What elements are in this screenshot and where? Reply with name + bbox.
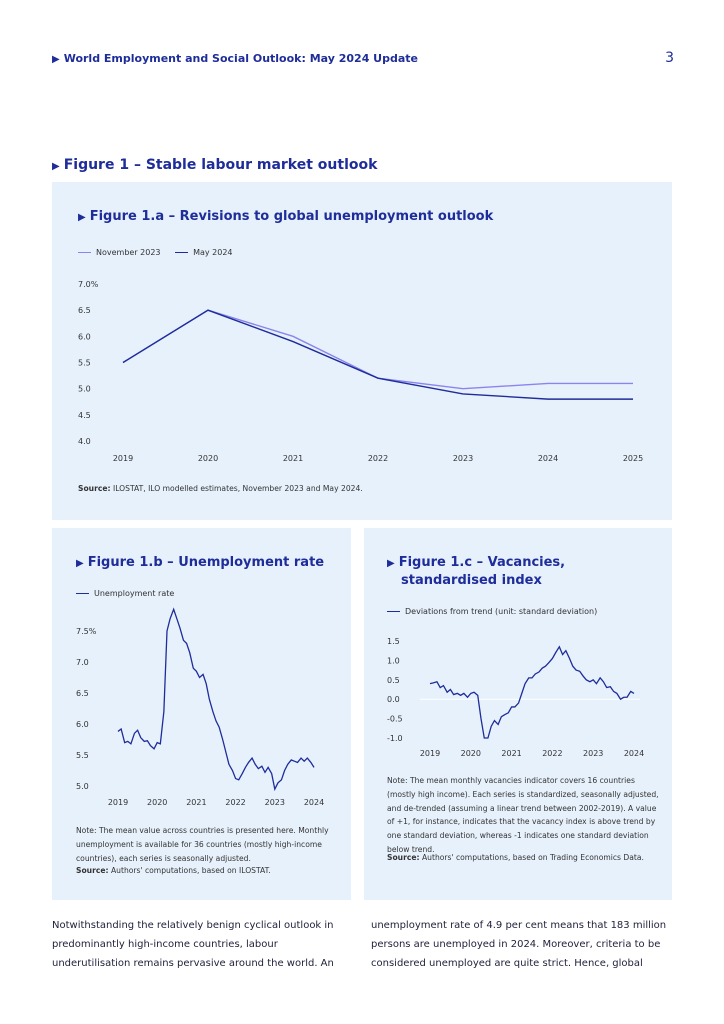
source-text: Authors' computations, based on Trading … [421, 853, 644, 862]
arrow-icon: ▶ [52, 161, 60, 172]
x-tick-label: 2024 [538, 454, 558, 463]
x-tick-label: 2019 [108, 798, 128, 807]
x-tick-label: 2023 [583, 749, 603, 758]
figure-1c-source: Source: Authors' computations, based on … [387, 851, 665, 865]
series-line [117, 607, 315, 792]
source-label: Source: [76, 866, 109, 875]
body-column-1: Notwithstanding the relatively benign cy… [52, 916, 352, 973]
figure-1c-title: ▶ Figure 1.c – Vacancies, [387, 555, 565, 570]
y-tick-label: 5.5 [78, 359, 91, 368]
legend-label: Deviations from trend (unit: standard de… [405, 607, 598, 616]
figure-1c-note: Note: The mean monthly vacancies indicat… [387, 776, 659, 854]
body-line: Notwithstanding the relatively benign cy… [52, 920, 334, 931]
figure-1a-source: Source: ILOSTAT, ILO modelled estimates,… [78, 482, 363, 496]
legend-label: November 2023 [96, 248, 161, 257]
source-text: Authors' computations, based on ILOSTAT. [110, 866, 271, 875]
y-tick-label: 4.5 [78, 411, 91, 420]
x-tick-label: 2020 [198, 454, 218, 463]
y-tick-label: 7.5% [76, 627, 97, 636]
series-line [429, 645, 635, 739]
arrow-icon: ▶ [78, 212, 86, 223]
y-tick-label: 1.0 [387, 656, 400, 665]
running-header-text: World Employment and Social Outlook: May… [63, 52, 419, 65]
x-tick-label: 2020 [461, 749, 481, 758]
x-tick-label: 2021 [283, 454, 303, 463]
source-label: Source: [78, 484, 111, 493]
y-tick-label: 7.0% [78, 280, 99, 289]
figure-1b-source: Source: Authors' computations, based on … [76, 864, 338, 878]
y-tick-label: 6.5 [76, 689, 89, 698]
figure-1c-title-line1: Figure 1.c – Vacancies, [398, 555, 566, 570]
x-tick-label: 2021 [501, 749, 521, 758]
x-tick-label: 2023 [453, 454, 473, 463]
body-line: unemployment rate of 4.9 per cent means … [371, 920, 667, 931]
series-line [122, 309, 633, 400]
x-tick-label: 2020 [147, 798, 167, 807]
figure-title-text: Figure 1 – Stable labour market outlook [63, 157, 378, 173]
y-tick-label: -0.5 [387, 715, 403, 724]
figure-1a-title-text: Figure 1.a – Revisions to global unemplo… [89, 209, 494, 224]
figure-title: ▶ Figure 1 – Stable labour market outlook [52, 157, 377, 173]
y-tick-label: 6.5 [78, 306, 91, 315]
legend-item-nov-2023: November 2023 [78, 248, 161, 257]
y-tick-label: 1.5 [387, 637, 400, 646]
x-tick-label: 2024 [624, 749, 644, 758]
x-tick-label: 2021 [186, 798, 206, 807]
y-tick-label: 6.0 [78, 332, 91, 341]
y-tick-label: -1.0 [387, 734, 403, 743]
figure-1b-title: ▶ Figure 1.b – Unemployment rate [76, 555, 324, 570]
figure-1b-note: Note: The mean value across countries is… [76, 826, 329, 863]
figure-1b-title-text: Figure 1.b – Unemployment rate [87, 555, 325, 570]
figure-1c-panel [364, 528, 672, 900]
body-line: underutilisation remains pervasive aroun… [52, 958, 334, 969]
y-tick-label: 6.0 [76, 720, 89, 729]
y-tick-label: 0.5 [387, 676, 400, 685]
y-tick-label: 4.0 [78, 437, 91, 446]
legend-swatch [175, 252, 189, 253]
figure-1a-title: ▶ Figure 1.a – Revisions to global unempl… [78, 209, 493, 224]
source-text: ILOSTAT, ILO modelled estimates, Novembe… [112, 484, 363, 493]
x-tick-label: 2023 [265, 798, 285, 807]
legend-swatch [76, 593, 89, 594]
figure-1c-legend: Deviations from trend (unit: standard de… [387, 607, 597, 616]
x-tick-label: 2025 [623, 454, 643, 463]
y-tick-label: 5.0 [76, 782, 89, 791]
x-tick-label: 2024 [304, 798, 324, 807]
figure-1b-legend: Unemployment rate [76, 589, 174, 598]
body-line: predominantly high-income countries, lab… [52, 939, 278, 950]
arrow-icon: ▶ [76, 558, 84, 569]
y-tick-label: 5.5 [76, 751, 89, 760]
figure-1a-panel [52, 182, 672, 520]
y-tick-label: 7.0 [76, 658, 89, 667]
x-tick-label: 2022 [225, 798, 245, 807]
x-tick-label: 2022 [368, 454, 388, 463]
body-line: considered unemployed are quite strict. … [371, 958, 643, 969]
legend-swatch [387, 611, 400, 612]
figure-1a-legend: November 2023 May 2024 [78, 248, 233, 257]
body-line: persons are unemployed in 2024. Moreover… [371, 939, 661, 950]
y-tick-label: 5.0 [78, 385, 91, 394]
legend-label: Unemployment rate [94, 589, 175, 598]
body-column-2: unemployment rate of 4.9 per cent means … [371, 916, 671, 973]
figure-1c-title-line2: standardised index [401, 573, 542, 588]
figure-1b-panel [52, 528, 351, 900]
x-tick-label: 2019 [113, 454, 133, 463]
legend-label: May 2024 [193, 248, 233, 257]
page-number: 3 [665, 50, 674, 66]
running-header: ▶ World Employment and Social Outlook: Ma… [52, 52, 418, 65]
y-tick-label: 0.0 [387, 695, 400, 704]
arrow-icon: ▶ [52, 54, 60, 65]
x-tick-label: 2022 [542, 749, 562, 758]
x-tick-label: 2019 [420, 749, 440, 758]
legend-swatch [78, 252, 91, 253]
source-label: Source: [387, 853, 420, 862]
legend-item-may-2024: May 2024 [175, 248, 233, 257]
arrow-icon: ▶ [387, 558, 395, 569]
